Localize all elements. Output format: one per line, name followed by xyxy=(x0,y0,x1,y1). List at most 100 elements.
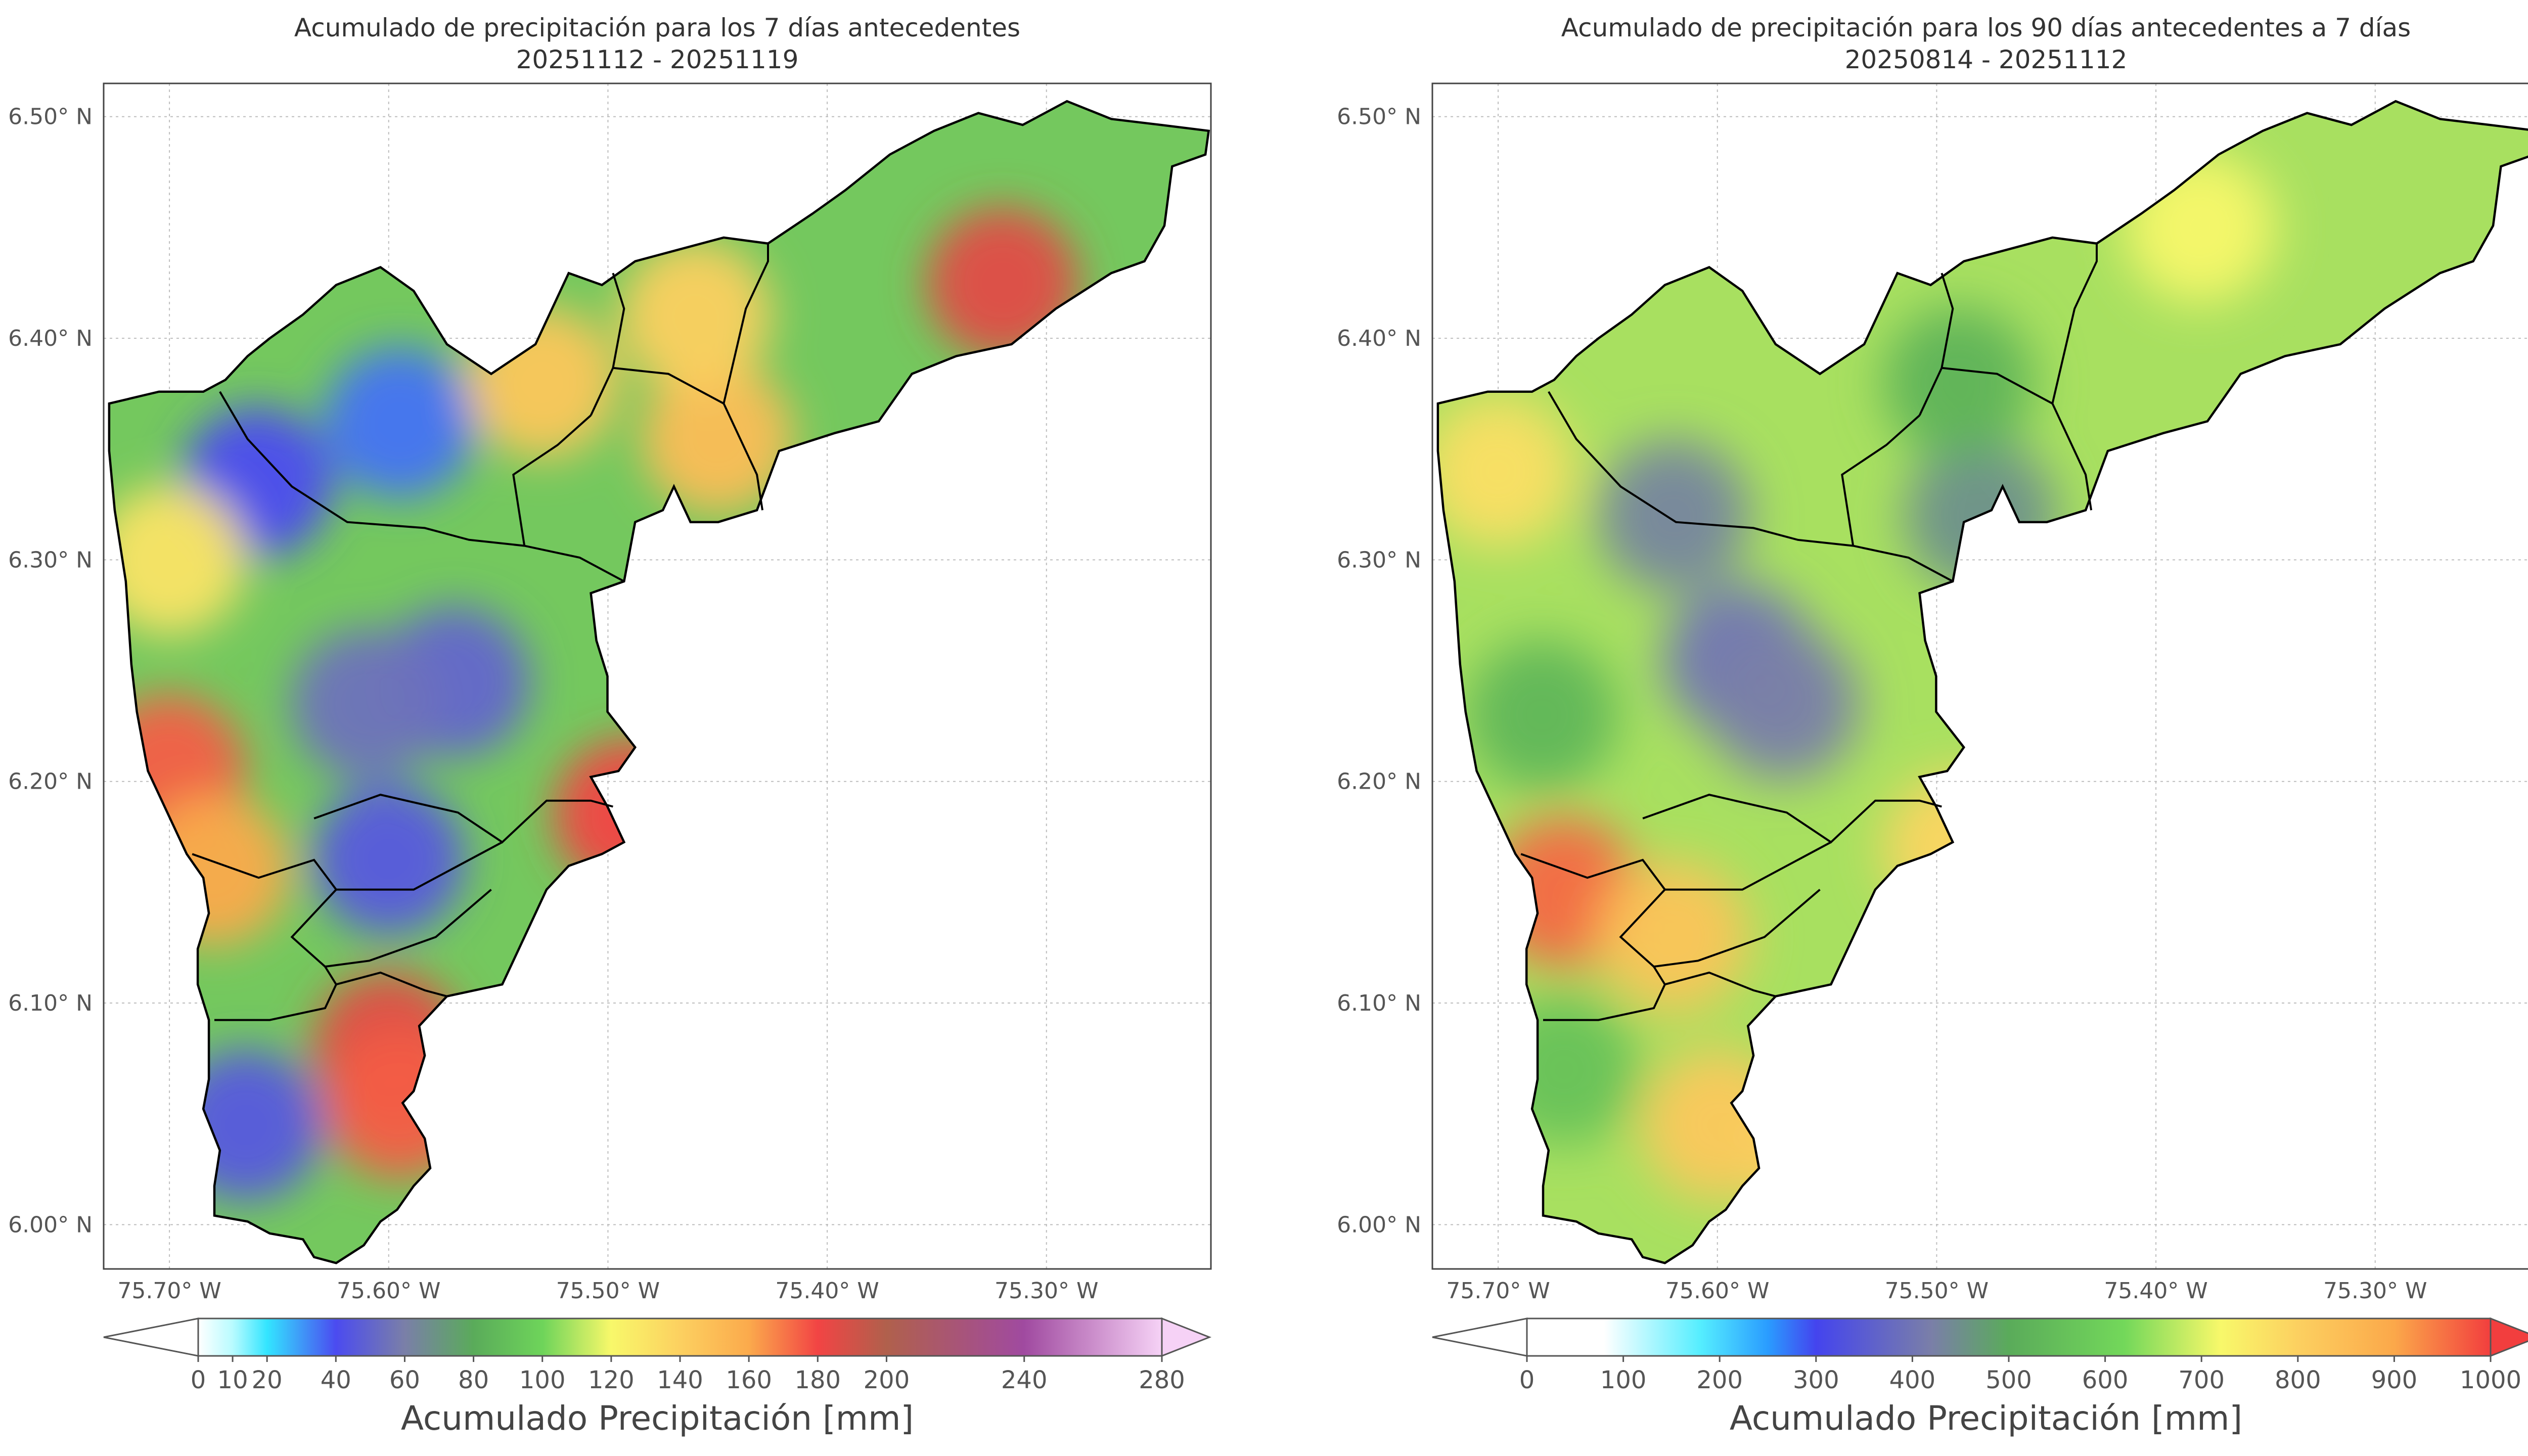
subregion-boundary xyxy=(192,841,503,891)
precipitation-blob xyxy=(554,739,706,891)
y-tick-label: 6.00° N xyxy=(1337,1212,1421,1238)
colorbar-tick-label: 120 xyxy=(588,1366,635,1394)
subregion-boundaries xyxy=(1520,243,2098,1021)
x-tick-label: 75.40° W xyxy=(2104,1278,2207,1304)
colorbar-tick-label: 40 xyxy=(321,1366,351,1394)
y-tick-label: 6.30° N xyxy=(8,547,93,573)
subregion-boundary xyxy=(214,966,338,1021)
subregion-boundary xyxy=(1841,415,1920,546)
precipitation-blob xyxy=(324,346,476,498)
colorbar-tick-label: 100 xyxy=(519,1366,566,1394)
y-tick-label: 6.00° N xyxy=(8,1212,93,1238)
y-tick-label: 6.40° N xyxy=(8,326,93,351)
precipitation-blob xyxy=(1882,306,2035,459)
subregion-boundary xyxy=(1543,966,1666,1021)
y-tick-label: 6.50° N xyxy=(8,104,93,130)
region-outline xyxy=(1436,100,2528,1264)
colorbar-tick-label: 700 xyxy=(2178,1366,2225,1394)
precipitation-blob xyxy=(170,1049,322,1201)
colorbar-tick-label: 0 xyxy=(191,1366,206,1394)
plot-frame xyxy=(103,82,1212,1270)
colorbar-gradient xyxy=(1526,1317,2492,1357)
colorbar-tick-label: 180 xyxy=(794,1366,841,1394)
precipitation-blob xyxy=(1437,395,1574,548)
precipitation-field xyxy=(1437,101,2528,1263)
subregion-boundary xyxy=(1548,391,1954,582)
colorbar-tick-label: 60 xyxy=(389,1366,420,1394)
colorbar-tick-label: 20 xyxy=(252,1366,283,1394)
colorbar-tick-label: 300 xyxy=(1793,1366,1839,1394)
subregion-boundary xyxy=(219,391,625,582)
colorbar-ticks: 0 10 20 40 60 80 100 120 140 160 180 200 240 280 xyxy=(191,1356,1185,1394)
colorbar: 0 100 200 300 400 500 600 700 800 900 1000 Acumula… xyxy=(1432,1317,2528,1438)
precipitation-field xyxy=(109,101,1209,1263)
colorbar-tick-label: 1000 xyxy=(2460,1366,2521,1394)
subregion-boundary xyxy=(723,243,769,404)
map-panel-90-days: Acumulado de precipitación para los 90 d… xyxy=(1337,13,2528,1438)
x-axis-ticks: 75.70° W 75.60° W 75.50° W 75.40° W 75.30° W xyxy=(1446,1278,2427,1304)
x-tick-label: 75.60° W xyxy=(337,1278,440,1304)
precipitation-blob xyxy=(312,783,465,935)
map-subtitle: 20250814 - 20251112 xyxy=(1845,45,2128,74)
subregion-boundary xyxy=(2051,243,2098,404)
x-tick-label: 75.70° W xyxy=(1446,1278,1550,1304)
colorbar-tick-label: 80 xyxy=(458,1366,489,1394)
precipitation-blob xyxy=(1598,439,1750,592)
subregion-boundary xyxy=(512,415,592,546)
subregion-boundary xyxy=(336,971,447,997)
y-tick-label: 6.30° N xyxy=(1337,547,1421,573)
precipitation-blob xyxy=(1882,772,2035,924)
colorbar-tick-label: 0 xyxy=(1519,1366,1535,1394)
precipitation-blob xyxy=(642,362,794,514)
colorbar-tick-label: 200 xyxy=(1696,1366,1743,1394)
colorbar-tick-label: 160 xyxy=(726,1366,772,1394)
y-tick-label: 6.20° N xyxy=(1337,769,1421,795)
colorbar: 0 10 20 40 60 80 100 120 140 160 180 200 240 280 Acum… xyxy=(103,1317,1212,1438)
y-tick-label: 6.20° N xyxy=(8,769,93,795)
colorbar-tick-label: 100 xyxy=(1600,1366,1647,1394)
colorbar-tick-label: 500 xyxy=(1985,1366,2032,1394)
colorbar-tick-label: 400 xyxy=(1889,1366,1936,1394)
subregion-boundary xyxy=(1918,272,1954,416)
y-axis-ticks: 6.00° N 6.10° N 6.20° N 6.30° N 6.40° N 6.50°… xyxy=(8,104,93,1238)
y-axis-ticks: 6.00° N 6.10° N 6.20° N 6.30° N 6.40° N 6.50°… xyxy=(1337,104,1421,1238)
precipitation-blob xyxy=(1466,639,1618,791)
colorbar-tick-label: 800 xyxy=(2275,1366,2321,1394)
map-title: Acumulado de precipitación para los 7 dí… xyxy=(294,13,1020,42)
map-panel-7-days: Acumulado de precipitación para los 7 dí… xyxy=(8,13,1212,1438)
colorbar-gradient xyxy=(197,1317,1163,1357)
precipitation-blob xyxy=(291,628,443,780)
colorbar-extend-min xyxy=(1432,1317,1528,1357)
precipitation-blob xyxy=(324,1027,476,1179)
colorbar-ticks: 0 100 200 300 400 500 600 700 800 900 1000 xyxy=(1519,1356,2521,1394)
y-tick-label: 6.10° N xyxy=(1337,990,1421,1016)
subregion-boundary xyxy=(590,272,625,416)
subregion-boundary xyxy=(1664,971,1776,997)
x-tick-label: 75.40° W xyxy=(775,1278,879,1304)
x-tick-label: 75.60° W xyxy=(1665,1278,1769,1304)
x-tick-label: 75.30° W xyxy=(2323,1278,2427,1304)
precipitation-blob xyxy=(619,240,772,392)
precipitation-blob xyxy=(109,484,246,636)
colorbar-extend-max xyxy=(1161,1317,1212,1357)
x-tick-label: 75.30° W xyxy=(995,1278,1098,1304)
precipitation-blob xyxy=(927,207,1079,359)
colorbar-tick-label: 280 xyxy=(1139,1366,1185,1394)
precipitation-blob xyxy=(1641,1049,1793,1201)
colorbar-extend-min xyxy=(103,1317,199,1357)
colorbar-tick-label: 10 xyxy=(217,1366,248,1394)
colorbar-tick-label: 240 xyxy=(1001,1366,1048,1394)
precipitation-blob xyxy=(137,794,289,946)
x-axis-ticks: 75.70° W 75.60° W 75.50° W 75.40° W 75.30° W xyxy=(117,1278,1098,1304)
colorbar-tick-label: 600 xyxy=(2082,1366,2129,1394)
y-tick-label: 6.50° N xyxy=(1337,104,1421,130)
subregion-boundary xyxy=(1520,841,1832,891)
plot-frame xyxy=(1431,82,2528,1270)
colorbar-label: Acumulado Precipitación [mm] xyxy=(1730,1399,2242,1438)
map-title: Acumulado de precipitación para los 90 d… xyxy=(1561,13,2411,42)
x-tick-label: 75.50° W xyxy=(556,1278,660,1304)
precipitation-blob xyxy=(1751,1082,1903,1234)
colorbar-tick-label: 200 xyxy=(864,1366,910,1394)
precipitation-blob xyxy=(2124,151,2276,303)
